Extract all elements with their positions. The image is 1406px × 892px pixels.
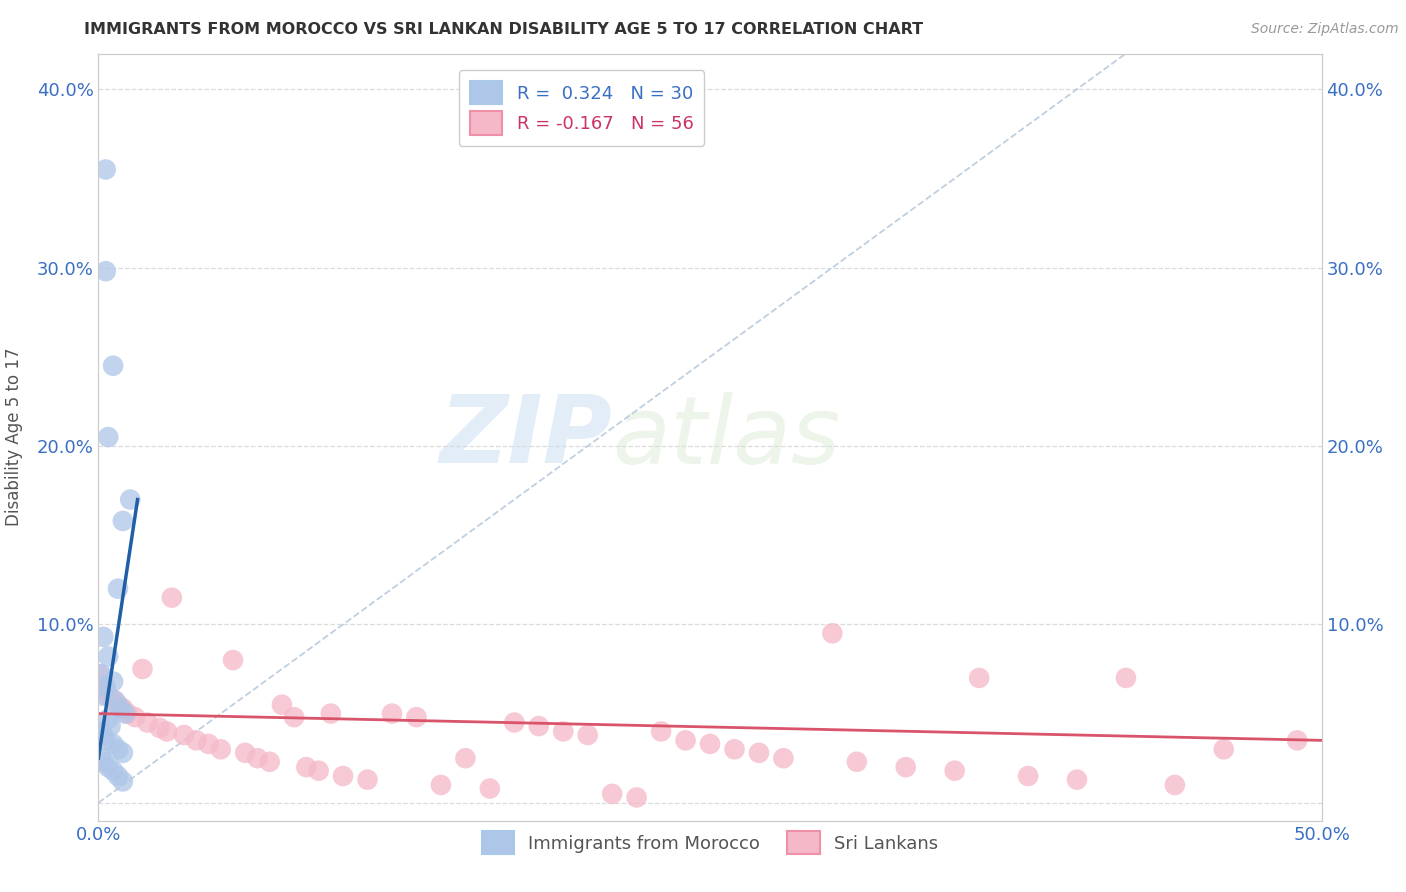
Point [600, 787, 623, 801]
Point [527, 719, 550, 733]
Point [91, 630, 114, 644]
Point [356, 772, 378, 787]
Point [295, 760, 318, 774]
Point [1164, 778, 1187, 792]
Point [111, 746, 134, 760]
Point [381, 706, 404, 721]
Point [136, 715, 159, 730]
Point [209, 742, 232, 756]
Point [114, 706, 136, 721]
Point [107, 698, 129, 712]
Point [107, 742, 129, 756]
Point [90, 667, 112, 681]
Point [626, 790, 648, 805]
Point [97, 689, 120, 703]
Point [156, 724, 179, 739]
Point [94, 162, 117, 177]
Point [101, 692, 124, 706]
Point [107, 582, 129, 596]
Point [97, 430, 120, 444]
Point [1212, 742, 1234, 756]
Point [478, 781, 501, 796]
Point [197, 737, 219, 751]
Point [1286, 733, 1309, 747]
Text: IMMIGRANTS FROM MOROCCO VS SRI LANKAN DISABILITY AGE 5 TO 17 CORRELATION CHART: IMMIGRANTS FROM MOROCCO VS SRI LANKAN DI… [84, 22, 924, 37]
Point [173, 728, 195, 742]
Point [748, 746, 770, 760]
Point [845, 755, 868, 769]
Point [270, 698, 294, 712]
Point [97, 760, 120, 774]
Y-axis label: Disability Age 5 to 17: Disability Age 5 to 17 [4, 348, 22, 526]
Point [650, 724, 672, 739]
Text: atlas: atlas [612, 392, 841, 483]
Point [405, 710, 427, 724]
Point [91, 689, 114, 703]
Point [186, 733, 208, 747]
Point [90, 751, 112, 765]
Point [100, 719, 122, 733]
Point [430, 778, 453, 792]
Point [160, 591, 183, 605]
Point [131, 662, 153, 676]
Point [1115, 671, 1137, 685]
Point [91, 680, 114, 694]
Point [675, 733, 697, 747]
Point [894, 760, 917, 774]
Point [94, 733, 117, 747]
Point [723, 742, 745, 756]
Point [107, 769, 129, 783]
Point [97, 649, 120, 664]
Point [120, 492, 142, 507]
Point [94, 680, 117, 694]
Point [110, 701, 132, 715]
Text: Source: ZipAtlas.com: Source: ZipAtlas.com [1251, 22, 1399, 37]
Point [503, 715, 526, 730]
Point [222, 653, 245, 667]
Point [111, 701, 134, 715]
Point [90, 667, 112, 681]
Point [101, 674, 124, 689]
Point [111, 774, 134, 789]
Point [101, 737, 124, 751]
Point [772, 751, 794, 765]
Point [308, 764, 330, 778]
Point [246, 751, 269, 765]
Point [111, 514, 134, 528]
Point [90, 724, 112, 739]
Point [97, 712, 120, 726]
Point [124, 710, 146, 724]
Point [283, 710, 305, 724]
Point [149, 721, 172, 735]
Point [332, 769, 354, 783]
Point [117, 706, 139, 721]
Point [104, 694, 127, 708]
Point [1017, 769, 1039, 783]
Point [259, 755, 281, 769]
Point [821, 626, 844, 640]
Point [943, 764, 966, 778]
Point [91, 728, 114, 742]
Point [699, 737, 721, 751]
Point [101, 359, 124, 373]
Point [319, 706, 342, 721]
Point [454, 751, 477, 765]
Point [1066, 772, 1088, 787]
Point [91, 755, 114, 769]
Point [967, 671, 990, 685]
Point [576, 728, 599, 742]
Legend: Immigrants from Morocco, Sri Lankans: Immigrants from Morocco, Sri Lankans [474, 824, 946, 862]
Text: ZIP: ZIP [439, 391, 612, 483]
Point [553, 724, 575, 739]
Point [101, 764, 124, 778]
Point [233, 746, 256, 760]
Point [94, 264, 117, 278]
